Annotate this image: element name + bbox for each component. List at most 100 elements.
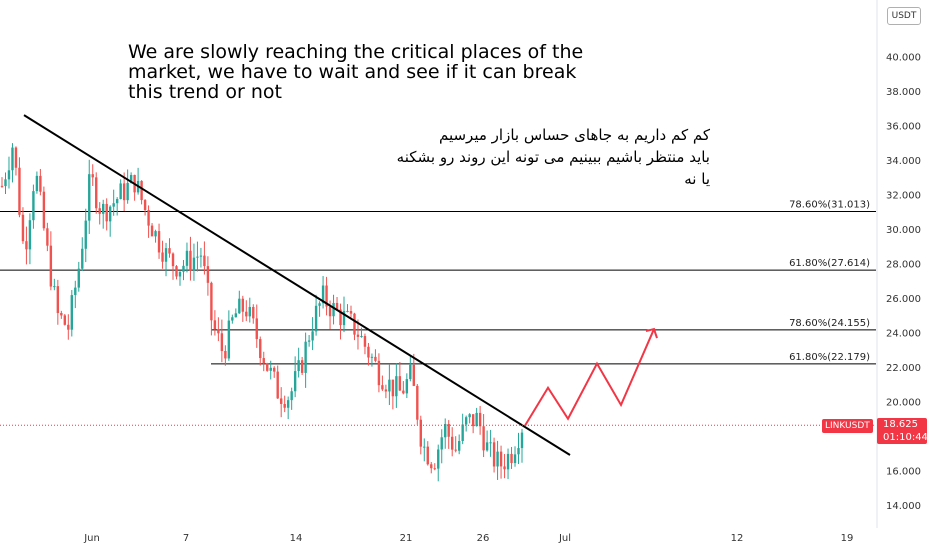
price-tick-label: 34.000 xyxy=(886,156,921,167)
candle-body xyxy=(276,371,279,399)
price-tick-label: 26.000 xyxy=(886,294,921,305)
candle-body xyxy=(342,310,346,326)
candle-body xyxy=(178,271,182,277)
candle-body xyxy=(339,309,342,326)
candle-body xyxy=(416,385,419,420)
currency-badge[interactable]: USDT xyxy=(887,7,921,25)
fib-level-label: 61.80%(22.179) xyxy=(789,352,870,363)
candle-body xyxy=(245,311,248,317)
candle-body xyxy=(262,358,265,364)
annotation-persian: کم کم داریم به جاهای حساس بازار میرسیم ب… xyxy=(396,126,710,188)
candle-body xyxy=(206,266,210,283)
candle-body xyxy=(95,177,98,209)
candle-body xyxy=(269,367,272,371)
candle-body xyxy=(150,225,154,237)
candle-body xyxy=(7,170,11,180)
candle-body xyxy=(409,364,412,380)
fib-levels: 78.60%(31.013) 61.80%(27.614) 78.60%(24.15… xyxy=(0,200,876,365)
candle-body xyxy=(405,379,409,394)
candle-body xyxy=(402,390,405,394)
price-tick-label: 28.000 xyxy=(886,260,921,271)
symbol-price-label: LINKUSDT xyxy=(822,419,873,433)
candle-body xyxy=(25,241,28,250)
candle-body xyxy=(46,228,49,246)
price-tick-label: 22.000 xyxy=(886,363,921,374)
price-tick-label: 14.000 xyxy=(886,501,921,512)
candle-body xyxy=(53,286,56,288)
price-tick-label: 36.000 xyxy=(886,122,921,133)
candle-body xyxy=(213,320,217,330)
price-tick-label: 40.000 xyxy=(886,53,921,64)
candle-body xyxy=(227,320,231,359)
candle-body xyxy=(444,423,447,438)
candle-body xyxy=(517,448,520,455)
candle-body xyxy=(485,442,489,451)
candle-body xyxy=(88,174,91,221)
candle-body xyxy=(471,414,475,427)
candle-body xyxy=(363,336,367,347)
candle-body xyxy=(447,423,450,437)
candle-body xyxy=(499,451,503,467)
candle-body xyxy=(266,363,269,371)
candle-body xyxy=(115,199,119,204)
candle-body xyxy=(224,351,227,359)
candle-body xyxy=(108,206,112,222)
candle-body xyxy=(49,245,53,287)
candle-body xyxy=(21,214,25,242)
candle-body xyxy=(374,356,377,361)
candle-body xyxy=(510,453,513,464)
candle-body xyxy=(318,303,321,306)
candle-body xyxy=(433,468,436,470)
annotation-english: We are slowly reaching the critical plac… xyxy=(128,41,584,103)
candle-body xyxy=(461,424,464,442)
bar-countdown: 01:10:44 xyxy=(883,432,928,443)
candle-body xyxy=(192,257,196,271)
candle-body xyxy=(126,182,129,201)
candle-body xyxy=(398,376,402,391)
candle-body xyxy=(349,311,353,314)
candle-body xyxy=(77,268,80,288)
candle-body xyxy=(11,147,14,171)
candle-body xyxy=(4,179,7,187)
candle-body xyxy=(84,220,87,249)
candle-body xyxy=(489,442,492,444)
candle-body xyxy=(482,426,485,451)
trendline[interactable] xyxy=(23,114,571,456)
current-price-value: 18.625 xyxy=(883,419,918,430)
time-tick-label: 7 xyxy=(183,533,189,544)
projection-arrowhead xyxy=(645,327,658,339)
candle-body xyxy=(437,449,440,469)
candle-body xyxy=(91,174,94,178)
candle-body xyxy=(255,318,258,340)
candle-body xyxy=(203,255,206,267)
candle-body xyxy=(325,285,328,307)
candle-body xyxy=(164,248,168,262)
candle-body xyxy=(231,317,234,321)
candle-body xyxy=(259,339,262,359)
time-tick-label: Jun xyxy=(83,533,100,544)
candle-body xyxy=(81,248,84,269)
candles xyxy=(0,143,524,482)
candle-body xyxy=(238,298,241,314)
candle-body xyxy=(468,414,471,418)
candle-body xyxy=(513,454,517,464)
candle-body xyxy=(63,315,67,325)
candle-body xyxy=(290,391,293,401)
candle-body xyxy=(175,266,178,277)
candle-body xyxy=(311,331,314,341)
candle-body xyxy=(189,250,192,271)
candle-body xyxy=(112,203,115,207)
candle-body xyxy=(220,333,224,352)
candle-body xyxy=(157,231,161,253)
candle-body xyxy=(353,313,356,335)
candle-body xyxy=(171,253,175,267)
projection-path[interactable] xyxy=(524,328,655,427)
candle-body xyxy=(346,310,349,312)
candle-body xyxy=(307,340,311,342)
time-axis-ticks: Jun 7 14 21 26 Jul 12 19 xyxy=(83,533,853,544)
candle-body xyxy=(56,286,60,313)
candle-body xyxy=(286,400,290,408)
price-tick-label: 16.000 xyxy=(886,467,921,478)
candle-body xyxy=(464,417,468,425)
